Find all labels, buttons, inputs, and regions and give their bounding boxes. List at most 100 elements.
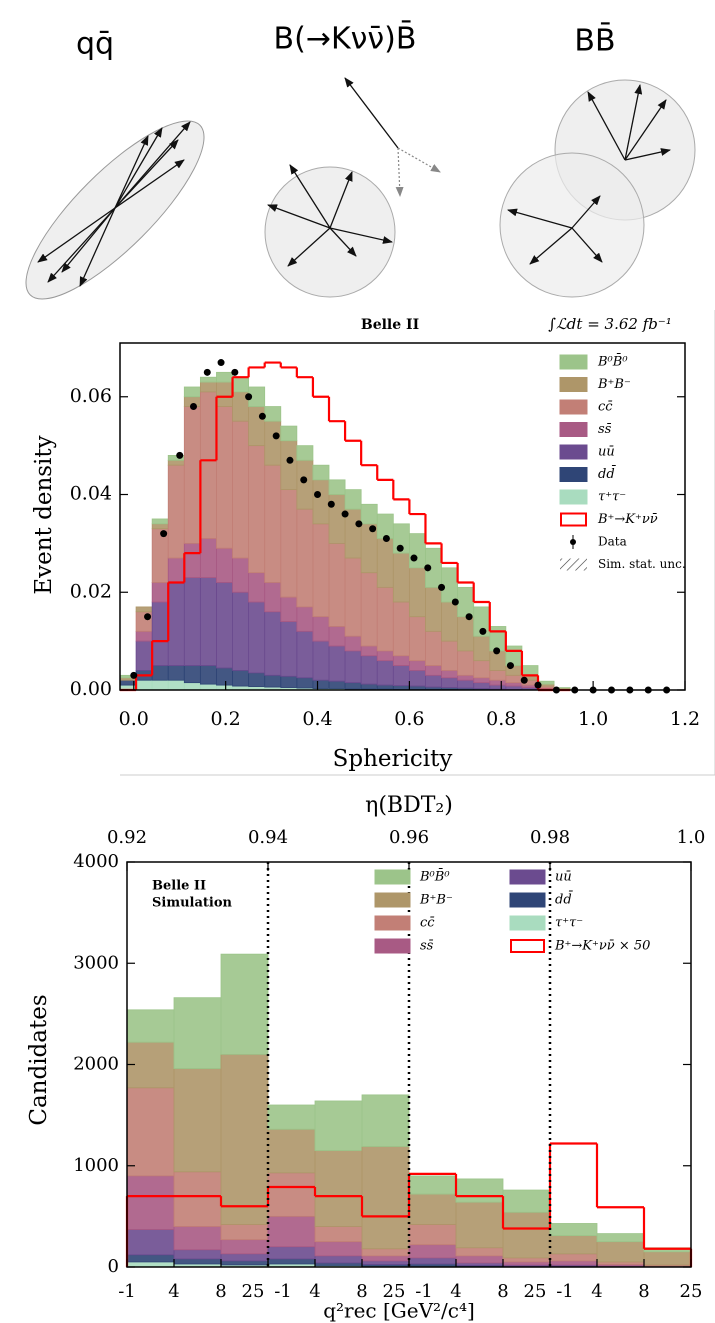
momentum-arrow: [587, 91, 626, 161]
stack-segment: [199, 391, 217, 539]
x-tick-label: 1.0: [578, 708, 608, 730]
stack-segment: [489, 684, 507, 690]
stack-segment: [505, 685, 523, 690]
y-axis-label: Candidates: [26, 994, 52, 1125]
y-tick-label: 1000: [73, 1155, 119, 1176]
stack-segment: [151, 523, 169, 530]
stack-segment: [473, 635, 491, 662]
q2-tick-label: 8: [215, 1281, 226, 1302]
data-point: [520, 676, 528, 684]
plot-frame: [119, 342, 686, 691]
stack-segment: [489, 679, 507, 686]
momentum-arrow: [289, 164, 331, 229]
stack-segment: [312, 679, 330, 689]
q2-tick-label: 25: [242, 1281, 265, 1302]
legend-swatch: [374, 938, 411, 954]
x-tick-label: 0.0: [119, 708, 149, 730]
data-point: [314, 491, 322, 499]
legend-swatch: [374, 892, 411, 908]
q2-tick-label: 8: [638, 1281, 649, 1302]
stack-segment: [232, 420, 250, 559]
stack-segment: [264, 674, 282, 688]
legend-label: τ⁺τ⁻: [555, 916, 583, 931]
momentum-arrow: [114, 135, 149, 209]
stack-segment: [361, 1260, 410, 1265]
stack-segment: [455, 1178, 504, 1203]
stack-segment: [361, 1255, 410, 1262]
stack-segment: [216, 381, 233, 407]
stack-segment: [314, 1226, 363, 1243]
stack-segment: [408, 1257, 457, 1265]
x-tick-label: 0.6: [394, 708, 424, 730]
stack-segment: [457, 616, 475, 652]
stack-segment: [489, 626, 507, 652]
stack-segment: [376, 586, 394, 652]
data-point: [258, 412, 266, 420]
annotation: Simulation: [152, 896, 233, 911]
q2-tick-label: 25: [524, 1281, 547, 1302]
stack-segment: [151, 582, 169, 603]
stack-segment: [360, 683, 378, 690]
data-point: [410, 554, 418, 562]
legend-swatch: [559, 444, 588, 460]
stack-segment: [392, 685, 410, 690]
legend-swatch: [509, 869, 546, 885]
stack-segment: [408, 567, 426, 618]
momentum-arrow: [61, 207, 116, 273]
stack-segment: [280, 425, 298, 442]
q2-tick-label: -1: [415, 1281, 433, 1302]
stack-segment: [199, 683, 217, 691]
stack-segment: [199, 577, 217, 666]
legend-swatch: [509, 892, 546, 908]
data-point: [451, 598, 459, 606]
stack-segment: [344, 635, 362, 652]
stack-segment: [248, 601, 266, 674]
stack-segment: [173, 1249, 222, 1260]
data-point: [355, 520, 363, 528]
stack-segment: [280, 621, 298, 677]
legend-label: B⁺→K⁺νν̄ × 50: [554, 939, 650, 954]
stack-segment: [232, 670, 250, 687]
y-tick-label: 0.06: [70, 385, 112, 407]
legend-swatch: [559, 377, 588, 392]
stack-segment: [408, 670, 426, 687]
data-point: [231, 368, 239, 376]
panel-label: B(→Kνν̄)B̄: [274, 20, 417, 56]
stack-segment: [264, 406, 282, 422]
stack-segment: [199, 665, 217, 685]
stack-segment: [248, 572, 266, 603]
y-tick-label: 4000: [73, 851, 119, 872]
stack-segment: [167, 459, 185, 466]
stack-segment: [199, 538, 217, 578]
stack-segment: [267, 1215, 316, 1248]
q2-tick-label: 4: [168, 1281, 179, 1302]
momentum-arrow: [571, 227, 603, 263]
stack-segment: [473, 660, 491, 679]
data-point: [217, 359, 225, 367]
stack-segment: [216, 667, 233, 686]
data-point: [327, 500, 335, 508]
y-tick-label: 2000: [73, 1054, 119, 1075]
stack-segment: [505, 682, 523, 687]
stack-segment: [502, 1257, 551, 1263]
stack-segment: [216, 406, 233, 549]
legend-swatch: [559, 354, 588, 370]
q2-tick-label: 8: [497, 1281, 508, 1302]
momentum-arrow: [624, 99, 667, 161]
stack-segment: [135, 606, 153, 613]
legend-swatch: [560, 558, 587, 571]
stack-segment: [312, 464, 330, 481]
data-point: [479, 627, 487, 635]
momentum-arrow: [624, 84, 643, 161]
stack-segment: [549, 1253, 598, 1262]
data-point: [493, 647, 501, 655]
data-point: [424, 564, 432, 572]
stack-segment: [220, 953, 269, 1055]
legend-swatch: [510, 939, 545, 953]
stack-segment: [216, 371, 233, 383]
stack-segment: [312, 640, 330, 681]
stack-segment: [457, 679, 475, 689]
data-point: [176, 451, 184, 459]
stack-segment: [314, 1255, 363, 1264]
